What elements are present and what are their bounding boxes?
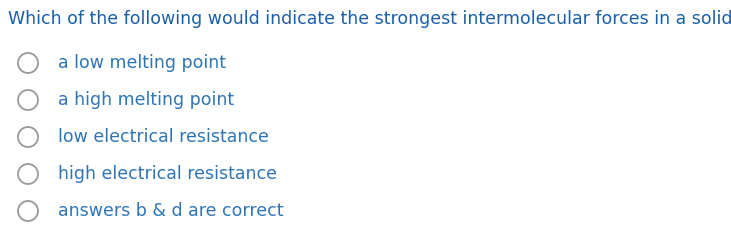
Text: a low melting point: a low melting point	[58, 54, 226, 72]
Text: Which of the following would indicate the strongest intermolecular forces in a s: Which of the following would indicate th…	[8, 10, 731, 28]
Text: answers b & d are correct: answers b & d are correct	[58, 202, 284, 220]
Text: high electrical resistance: high electrical resistance	[58, 165, 277, 183]
Text: low electrical resistance: low electrical resistance	[58, 128, 269, 146]
Text: a high melting point: a high melting point	[58, 91, 234, 109]
